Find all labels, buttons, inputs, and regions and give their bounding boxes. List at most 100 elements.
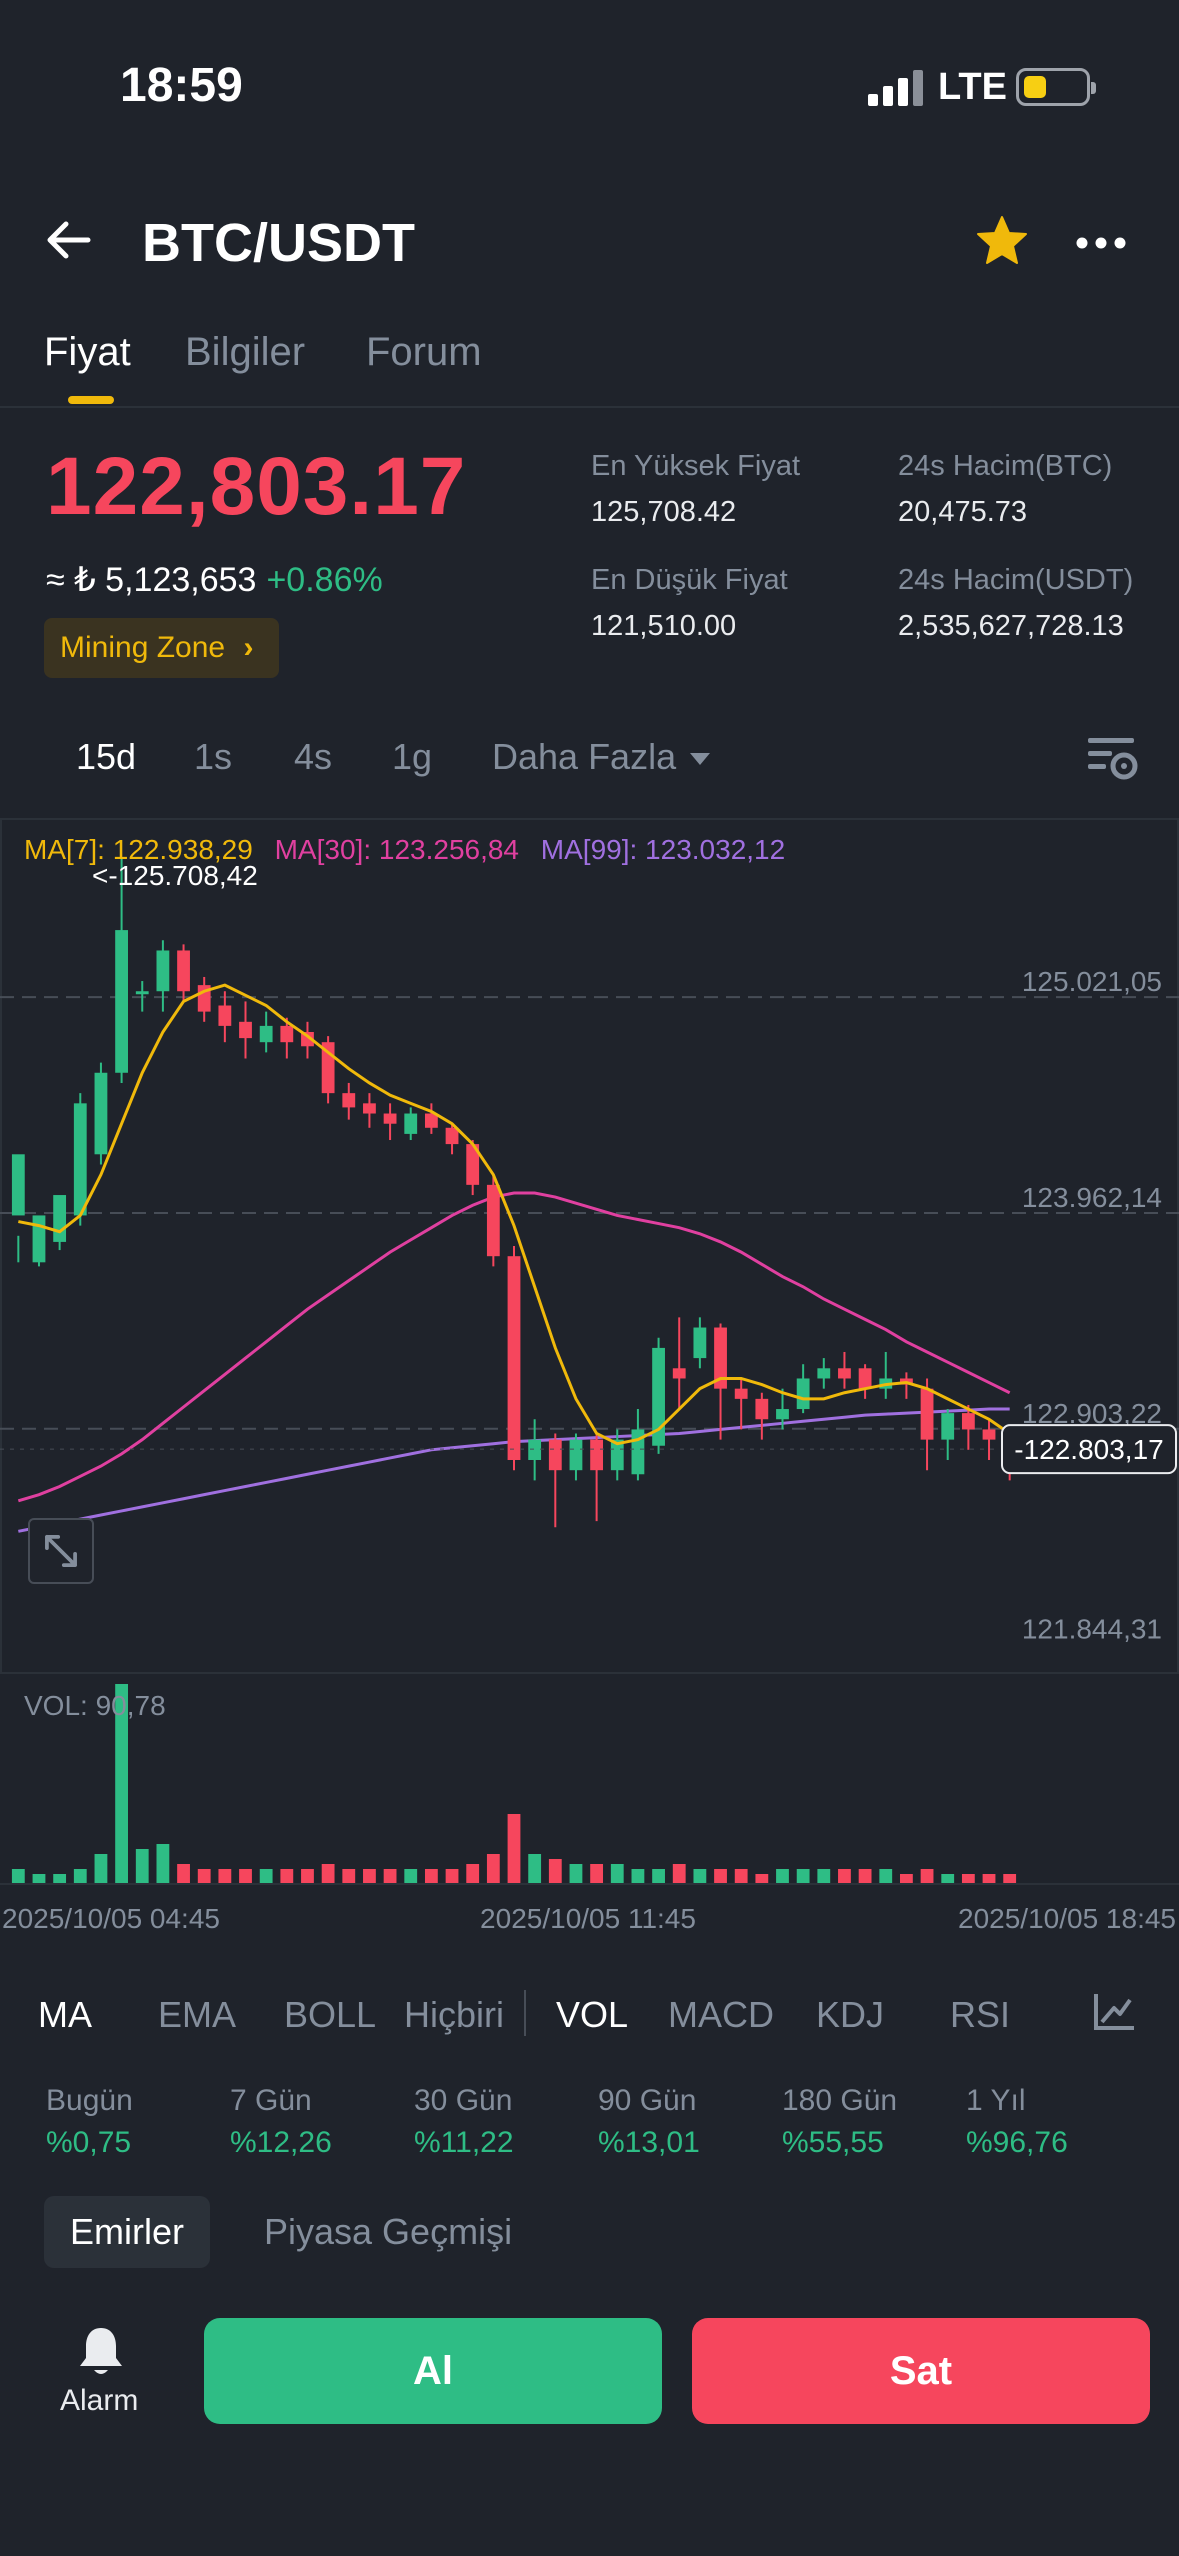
candle-body [652, 1347, 665, 1446]
volume-bar [982, 1874, 996, 1884]
volume-bar [280, 1869, 294, 1884]
volume-bar [610, 1864, 624, 1884]
timeframe-1g[interactable]: 1g [392, 736, 433, 777]
fullscreen-expand-icon[interactable] [28, 1518, 94, 1584]
perf-value-30d: %11,22 [414, 2126, 514, 2159]
tab-market-history[interactable]: Piyasa Geçmişi [264, 2211, 513, 2252]
candle-body [920, 1388, 934, 1440]
candle-body [714, 1327, 727, 1389]
price-approx: ≈ ₺ 5,123,653 +0.86% [46, 560, 383, 600]
timeframe-4s[interactable]: 4s [294, 736, 333, 777]
volume-bar [197, 1869, 211, 1884]
candle-body [982, 1429, 996, 1440]
mining-zone-button[interactable]: Mining Zone › [44, 618, 280, 678]
candle-body [755, 1398, 769, 1420]
volume-bar [1003, 1874, 1017, 1884]
candle-body [259, 1025, 273, 1043]
ma-legend: MA[7]: 122.938,29 MA[30]: 123.256,84 MA[… [24, 834, 785, 866]
candle-body [94, 1072, 108, 1155]
volume-bar [858, 1869, 872, 1884]
indicator-settings-icon[interactable] [1092, 1992, 1136, 2032]
caret-down-icon [690, 753, 711, 766]
volume-bar [424, 1869, 438, 1884]
volume-bar [363, 1869, 376, 1884]
volume-bar [32, 1874, 46, 1884]
candle-body [383, 1113, 397, 1124]
favorite-star-icon[interactable] [975, 214, 1029, 268]
tab-orders[interactable]: Emirler [44, 2196, 210, 2268]
buy-button[interactable]: Al [204, 2318, 662, 2424]
candle-body [115, 930, 128, 1073]
indicator-vol[interactable]: VOL [556, 1994, 629, 2035]
volume-bar [590, 1864, 604, 1884]
back-arrow-icon[interactable] [42, 214, 94, 266]
candle-body [218, 1005, 232, 1026]
candle-body [941, 1413, 955, 1440]
indicator-kdj[interactable]: KDJ [816, 1994, 885, 2035]
sell-button[interactable]: Sat [692, 2318, 1150, 2424]
volume-bar [466, 1864, 480, 1884]
volume-bar [817, 1869, 831, 1884]
tab-fiyat[interactable]: Fiyat [44, 330, 131, 374]
candle-body [342, 1093, 356, 1108]
status-time: 18:59 [120, 59, 243, 112]
vol-usdt-value: 2,535,627,728.13 [898, 610, 1124, 642]
candle-body [363, 1103, 376, 1114]
timeframe-more-label: Daha Fazla [492, 736, 677, 777]
perf-label-today: Bugün [46, 2084, 133, 2117]
candle-body [280, 1025, 294, 1043]
volume-bar [342, 1869, 356, 1884]
perf-label-180d: 180 Gün [782, 2084, 898, 2117]
indicator-boll[interactable]: BOLL [284, 1994, 377, 2035]
tab-bilgiler[interactable]: Bilgiler [185, 330, 306, 374]
mining-zone-label: Mining Zone [60, 631, 226, 664]
volume-bar [53, 1874, 67, 1884]
ma7-legend: MA[7]: 122.938,29 [24, 834, 253, 865]
volume-bar [941, 1874, 955, 1884]
candle-body [239, 1021, 252, 1039]
candle-body [796, 1378, 810, 1410]
candle-body [73, 1103, 87, 1216]
perf-label-90d: 90 Gün [598, 2084, 697, 2117]
network-type: LTE [938, 66, 1007, 108]
tab-forum[interactable]: Forum [366, 330, 482, 374]
candle-body [53, 1195, 67, 1242]
indicator-divider [524, 1990, 526, 2036]
ma30-legend: MA[30]: 123.256,84 [274, 834, 520, 865]
candle-body [838, 1368, 851, 1379]
chart-settings-icon[interactable] [1086, 734, 1138, 780]
volume-bar [920, 1869, 934, 1884]
indicator-macd[interactable]: MACD [668, 1994, 774, 2035]
alarm-label[interactable]: Alarm [60, 2384, 139, 2417]
timeframe-15d[interactable]: 15d [76, 736, 137, 777]
indicator-ma[interactable]: MA [38, 1994, 92, 2035]
timeframe-more-dropdown[interactable]: Daha Fazla [492, 736, 711, 778]
candle-body [590, 1439, 604, 1471]
candle-body [817, 1368, 831, 1379]
volume-bar [115, 1684, 128, 1884]
candle-body [486, 1184, 500, 1257]
bell-icon[interactable] [74, 2324, 128, 2378]
chart-border [0, 818, 1179, 1674]
indicator-rsi[interactable]: RSI [950, 1994, 1011, 2035]
candle-body [135, 991, 149, 995]
high-price-marker: <-125.708,42 [92, 860, 258, 891]
perf-label-7d: 7 Gün [230, 2084, 312, 2117]
volume-bar [672, 1864, 686, 1884]
perf-value-7d: %12,26 [230, 2126, 332, 2159]
vol-btc-label: 24s Hacim(BTC) [898, 450, 1113, 482]
more-menu-icon[interactable] [1076, 236, 1126, 250]
volume-bar [569, 1864, 583, 1884]
timeframe-1s[interactable]: 1s [194, 736, 233, 777]
ma30-line [17, 1191, 1011, 1503]
battery-icon [1016, 68, 1096, 106]
candlestick-chart[interactable]: 125.021,05 123.962,14 122.903,22 121.844,31… [0, 818, 1179, 2000]
indicator-ema[interactable]: EMA [158, 1994, 237, 2035]
time-axis-label: 2025/10/05 04:45 [2, 1903, 220, 1934]
vol-btc-value: 20,475.73 [898, 496, 1028, 528]
indicator-none[interactable]: Hiçbiri [404, 1994, 505, 2035]
volume-bar [321, 1864, 335, 1884]
time-axis-label: 2025/10/05 18:45 [958, 1903, 1176, 1934]
perf-value-90d: %13,01 [598, 2126, 700, 2159]
volume-bar [879, 1869, 893, 1884]
